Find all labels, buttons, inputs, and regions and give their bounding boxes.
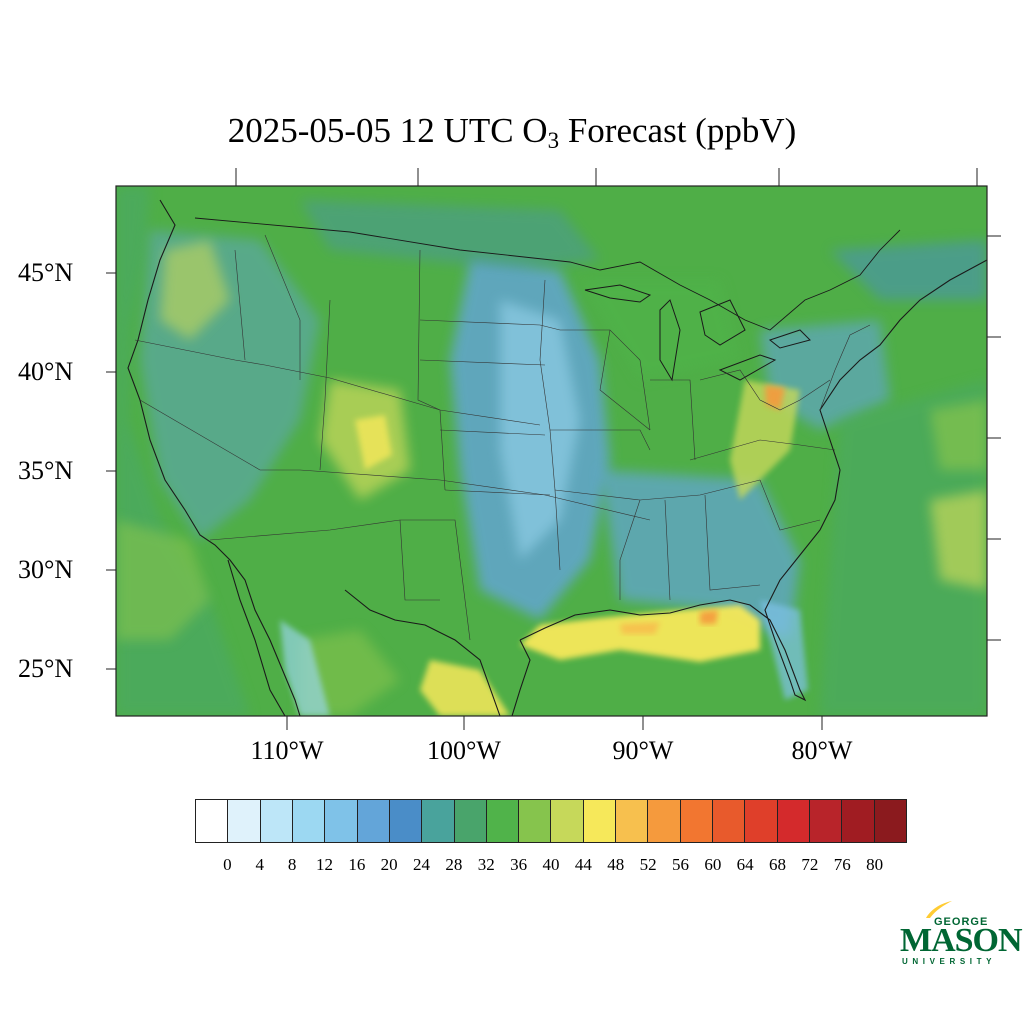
colorbar-swatch — [809, 800, 843, 842]
logo-line2: MASON — [900, 922, 1023, 959]
colorbar-swatch — [842, 800, 875, 842]
pacific-light-field — [116, 520, 210, 640]
colorbar-swatch — [648, 800, 681, 842]
map-title: 2025-05-05 12 UTC O3 Forecast (ppbV) — [0, 108, 1024, 154]
logo-line1: GEORGE — [934, 916, 989, 928]
lon-label-90: 90°W — [612, 736, 674, 765]
colorbar-tick-label: 48 — [607, 855, 625, 874]
colorbar-swatch — [422, 800, 455, 842]
colorbar-swatch — [680, 800, 713, 842]
lat-label-30: 30°N — [18, 555, 74, 584]
atlantic-yellow-field — [930, 490, 987, 590]
great-lakes-outline — [584, 284, 811, 382]
colorbar-tick-label: 28 — [445, 855, 463, 874]
colorbar-swatch — [325, 800, 358, 842]
colorbar-tick-label: 52 — [639, 855, 657, 874]
appalachian-yellow-field — [730, 380, 800, 500]
colorbar-swatch — [292, 800, 326, 842]
colorbar-swatch — [228, 800, 261, 842]
colorbar-swatch — [519, 800, 552, 842]
lon-label-80: 80°W — [791, 736, 853, 765]
nw-yellow-field — [160, 240, 230, 340]
colorbar-swatch — [260, 800, 293, 842]
ozone-forecast-map — [106, 168, 1001, 730]
title-suffix: Forecast (ppbV) — [559, 111, 797, 150]
colorbar-tick-label: 20 — [380, 855, 398, 874]
gulf-orange-plume — [620, 622, 660, 634]
colorbar-swatch — [874, 800, 906, 842]
colorbar-tick-label: 4 — [255, 855, 264, 874]
gulf-orange-spot — [700, 610, 718, 624]
colorbar-tick-label: 36 — [510, 855, 528, 874]
colorbar-swatch — [357, 800, 390, 842]
lat-label-45: 45°N — [18, 258, 74, 287]
colorbar-tick-label: 12 — [315, 855, 333, 874]
colorbar-tick-label: 76 — [833, 855, 851, 874]
colorbar-swatch — [454, 800, 487, 842]
colorbar-swatch — [551, 800, 584, 842]
title-prefix: 2025-05-05 12 UTC O — [227, 111, 548, 150]
appalachian-hotspot — [765, 385, 785, 410]
colorbar-tick-label: 68 — [769, 855, 787, 874]
colorbar-swatch — [616, 800, 649, 842]
plains-lightblue-field — [500, 300, 580, 560]
lon-label-110: 110°W — [250, 736, 324, 765]
colorbar-swatch — [745, 800, 778, 842]
colorbar-swatch — [713, 800, 746, 842]
colorbar-swatch — [583, 800, 617, 842]
colorbar-swatch — [486, 800, 520, 842]
colorbar-tick-label: 44 — [574, 855, 592, 874]
canada-east-blue — [830, 240, 987, 300]
colorbar-tick-label: 24 — [413, 855, 431, 874]
colorbar-tick-label: 80 — [866, 855, 884, 874]
colorbar-swatch — [389, 800, 423, 842]
lat-label-25: 25°N — [18, 654, 74, 683]
atlantic-light-field — [930, 400, 987, 470]
colorbar-tick-label: 64 — [736, 855, 754, 874]
gmu-logo: GEORGE MASON UNIVERSITY — [898, 900, 1023, 970]
rockies-hotspot — [355, 415, 392, 470]
colorbar-tick-label: 72 — [801, 855, 819, 874]
colorbar-tick-label: 16 — [348, 855, 366, 874]
colorbar-tick-label: 32 — [477, 855, 495, 874]
colorbar-tick-label: 60 — [704, 855, 722, 874]
mexico-yellow-field — [420, 660, 510, 716]
tick-marks — [106, 168, 1001, 730]
colorbar-tick-label: 8 — [287, 855, 297, 874]
canada-blue-field — [300, 200, 600, 270]
colorbar-swatch — [196, 800, 229, 842]
lat-label-40: 40°N — [18, 357, 74, 386]
title-subscript: 3 — [547, 128, 560, 153]
state-borders — [134, 234, 871, 641]
southeast-blue-field — [600, 470, 800, 640]
baja-blue-field — [280, 620, 330, 716]
map-frame — [115, 185, 988, 717]
us-canada-border — [194, 217, 901, 331]
colorbar-tick-label: 0 — [223, 855, 232, 874]
colorbar-tick-label: 40 — [542, 855, 560, 874]
logo-line3: UNIVERSITY — [902, 957, 997, 966]
coastline — [127, 199, 987, 716]
colorbar-tick-label: 56 — [671, 855, 689, 874]
logo-swoosh-icon — [926, 901, 952, 918]
mexico-light-field — [300, 630, 400, 716]
lat-label-35: 35°N — [18, 456, 74, 485]
colorbar-swatch — [777, 800, 810, 842]
lon-label-100: 100°W — [427, 736, 501, 765]
colorbar — [195, 799, 907, 843]
